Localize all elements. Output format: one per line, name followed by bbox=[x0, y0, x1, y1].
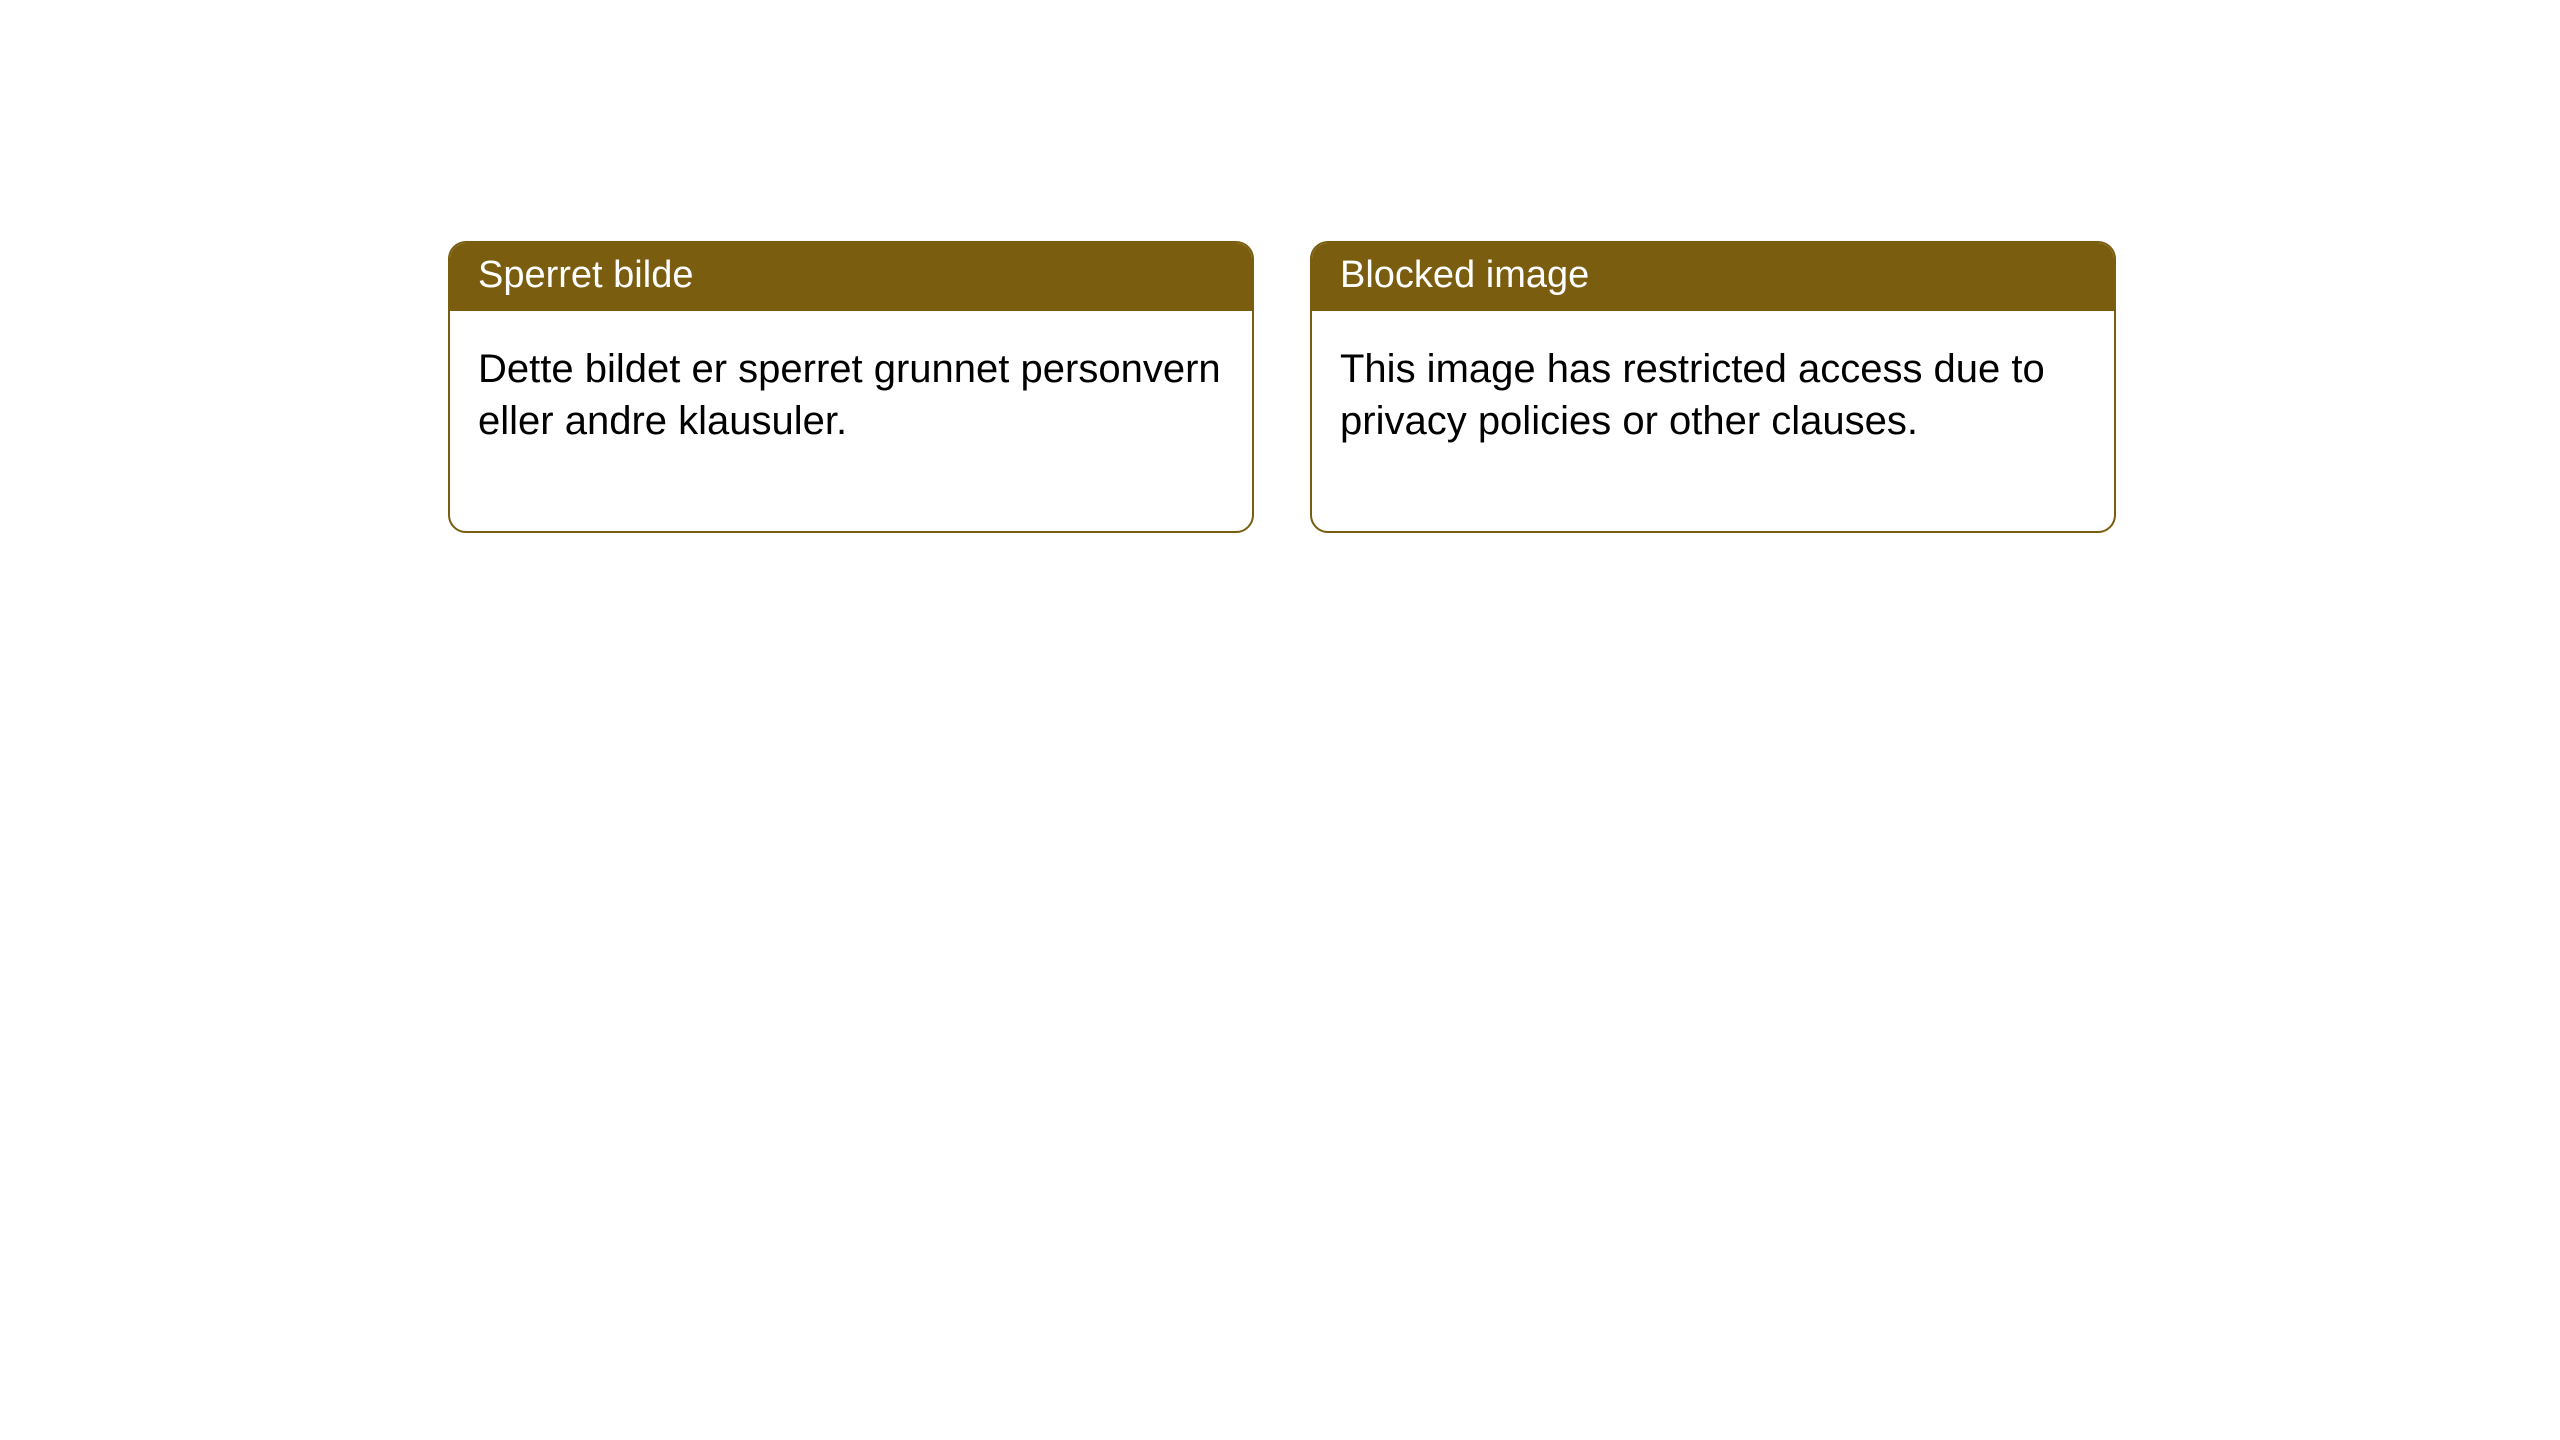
notice-header: Blocked image bbox=[1312, 243, 2114, 311]
notice-body: Dette bildet er sperret grunnet personve… bbox=[450, 311, 1252, 531]
notice-container: Sperret bilde Dette bildet er sperret gr… bbox=[448, 241, 2116, 533]
notice-header: Sperret bilde bbox=[450, 243, 1252, 311]
notice-body: This image has restricted access due to … bbox=[1312, 311, 2114, 531]
notice-card-english: Blocked image This image has restricted … bbox=[1310, 241, 2116, 533]
notice-card-norwegian: Sperret bilde Dette bildet er sperret gr… bbox=[448, 241, 1254, 533]
